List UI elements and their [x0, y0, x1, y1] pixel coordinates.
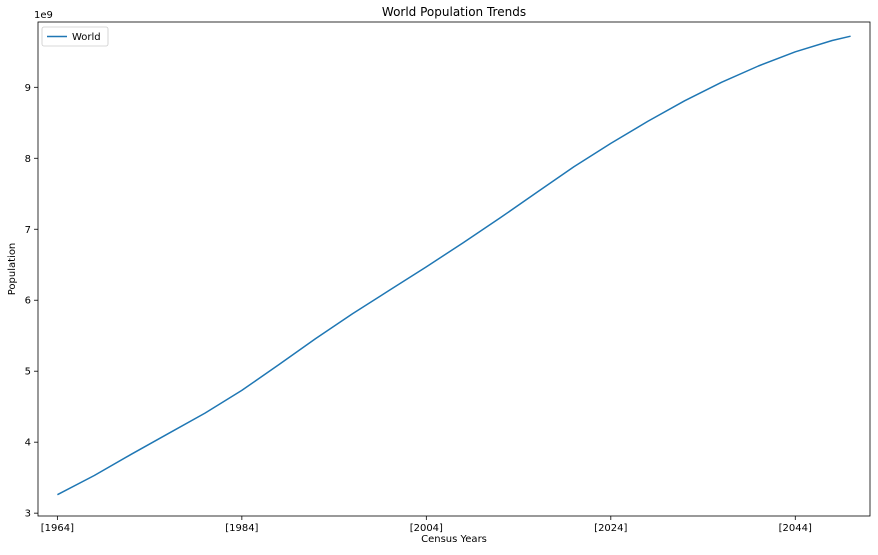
y-tick-label: 3: [25, 509, 31, 520]
y-axis-ticks: 3 4 5 6 7 8 9: [25, 83, 38, 520]
y-tick-label: 4: [25, 438, 31, 449]
y-tick-label: 8: [25, 154, 31, 165]
y-tick-label: 5: [25, 367, 31, 378]
x-tick-label: [2044]: [779, 523, 812, 534]
x-axis-title: Census Years: [421, 534, 487, 545]
x-tick-label: [1964]: [41, 523, 74, 534]
legend: World: [41, 26, 109, 47]
chart-title: World Population Trends: [382, 5, 526, 19]
y-tick-label: 7: [25, 225, 31, 236]
y-tick-label: 6: [25, 296, 31, 307]
x-axis-ticks: [1964] [1984] [2004] [2024] [2044]: [41, 516, 812, 534]
legend-box: [41, 26, 109, 47]
x-tick-label: [2024]: [594, 523, 627, 534]
series-line-world: [57, 35, 851, 496]
legend-label-world: World: [72, 32, 101, 43]
series-group: [57, 35, 851, 496]
plot-area: [37, 21, 871, 517]
x-tick-label: [2004]: [410, 523, 443, 534]
x-tick-label: [1984]: [225, 523, 258, 534]
y-tick-label: 9: [25, 83, 31, 94]
y-axis-offset-label: 1e9: [34, 10, 53, 21]
y-axis-title: Population: [7, 243, 18, 296]
